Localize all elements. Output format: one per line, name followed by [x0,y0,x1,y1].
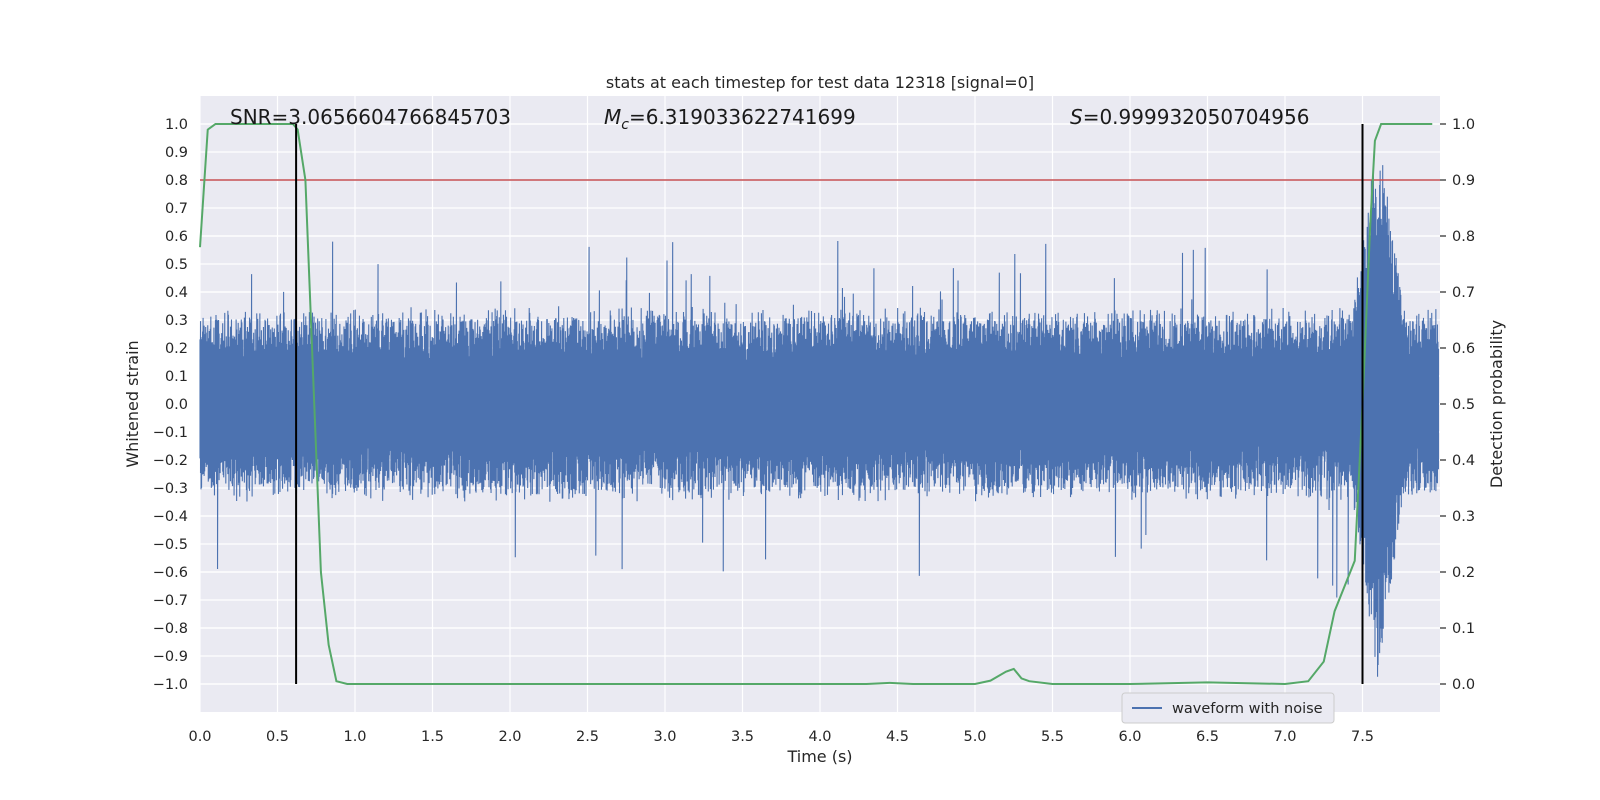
chirp-mass-value: =6.319033622741699 [629,105,856,129]
waveform-with-noise-line [199,165,1439,677]
x-tick-label: 1.0 [343,729,366,745]
y2-tick-label: 0.7 [1452,285,1475,301]
x-tick-label: 6.0 [1118,729,1141,745]
x-tick-label: 3.0 [653,729,676,745]
y-tick-label: 0.7 [165,201,188,217]
y-tick-label: −0.2 [153,453,188,469]
y-tick-label: 0.3 [165,313,188,329]
y-tick-label: −0.9 [153,649,188,665]
legend-box [1121,692,1335,724]
x-tick-label: 2.5 [576,729,599,745]
y-tick-label: −0.3 [153,481,188,497]
y-tick-label: 0.8 [165,173,188,189]
y2-tick-label: 0.0 [1452,677,1475,693]
chirp-mass-subscript: c [621,117,629,133]
y2-tick-label: 0.3 [1452,509,1475,525]
y-tick-label: −1.0 [153,677,188,693]
vertical-markers [295,124,1364,684]
y2-tick-label: 0.1 [1452,621,1475,637]
x-tick-label: 4.0 [808,729,831,745]
chart-title: stats at each timestep for test data 123… [606,73,1034,92]
y2-tick-label: 0.9 [1452,173,1475,189]
y-tick-label: −0.6 [153,565,188,581]
y-tick-label: −0.7 [153,593,188,609]
y-tick-label: −0.5 [153,537,188,553]
x-axis-label: Time (s) [786,747,852,766]
y-tick-label: 0.2 [165,341,188,357]
y2-axis-label: Detection probability [1487,320,1506,488]
legend: waveform with noise [1121,692,1335,724]
snr-annotation: SNR=3.0656604766845703 [230,105,511,129]
y-tick-label: 0.6 [165,229,188,245]
y2-tick-label: 0.6 [1452,341,1475,357]
y-axis-label: Whitened strain [123,340,142,467]
y2-tick-label: 0.4 [1452,453,1475,469]
x-tick-label: 2.0 [498,729,521,745]
y-tick-label: 0.5 [165,257,188,273]
y-axis-ticks: −1.0 −0.9 −0.8 −0.7 −0.6 −0.5 −0.4 −0.3 −0.2 −0.1… [153,117,188,693]
y2-axis-ticks: 0.0 0.1 0.2 0.3 0.4 0.5 0.6 0.7 0.8 0.9 1.0 [1440,117,1475,693]
x-tick-label: 1.5 [421,729,444,745]
y2-tick-label: 0.5 [1452,397,1475,413]
y-tick-label: 0.4 [165,285,188,301]
s-symbol: S [1070,105,1083,129]
x-tick-label: 0.0 [188,729,211,745]
x-tick-label: 4.5 [886,729,909,745]
x-tick-label: 6.5 [1196,729,1219,745]
y-tick-label: 1.0 [165,117,188,133]
x-axis-ticks: 0.0 0.5 1.0 1.5 2.0 2.5 3.0 3.5 4.0 4.5 5.0 5.5 6.0 6… [188,729,1374,745]
s-value: =0.999932050704956 [1083,105,1310,129]
chirp-mass-annotation: Mc=6.319033622741699 [604,105,856,133]
y-tick-label: 0.0 [165,397,188,413]
s-annotation: S=0.999932050704956 [1070,105,1309,129]
chirp-mass-symbol: M [604,105,621,129]
x-tick-label: 7.5 [1351,729,1374,745]
y2-tick-label: 1.0 [1452,117,1475,133]
x-tick-label: 5.0 [963,729,986,745]
y-tick-label: −0.4 [153,509,188,525]
legend-label: waveform with noise [1172,701,1323,717]
y2-tick-label: 0.8 [1452,229,1475,245]
y-tick-label: −0.8 [153,621,188,637]
waveform-series [199,165,1439,677]
y-tick-label: −0.1 [153,425,188,441]
x-tick-label: 7.0 [1273,729,1296,745]
x-tick-label: 5.5 [1041,729,1064,745]
x-tick-label: 0.5 [266,729,289,745]
y2-tick-label: 0.2 [1452,565,1475,581]
x-tick-label: 3.5 [731,729,754,745]
y-tick-label: 0.1 [165,369,188,385]
y-tick-label: 0.9 [165,145,188,161]
